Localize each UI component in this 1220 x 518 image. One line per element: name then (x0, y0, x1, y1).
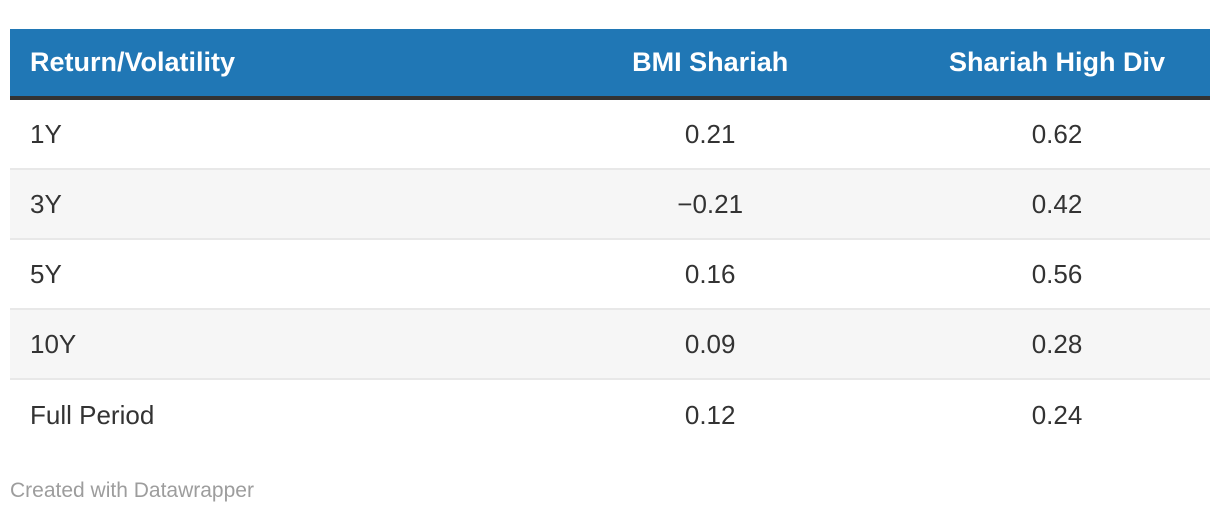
bmi-shariah-cell: 0.21 (516, 98, 904, 170)
col-header-bmi-shariah: BMI Shariah (516, 29, 904, 100)
period-cell: 3Y (10, 169, 517, 240)
col-header-return-volatility: Return/Volatility (10, 29, 517, 100)
period-cell: 1Y (10, 98, 517, 170)
shariah-high-div-cell: 0.56 (903, 239, 1210, 310)
shariah-high-div-cell: 0.24 (1031, 399, 1083, 430)
shariah-high-div-cell: 0.28 (903, 309, 1210, 380)
bmi-shariah-cell: 0.09 (516, 309, 904, 380)
datawrapper-attribution-link[interactable]: Created with Datawrapper (10, 479, 254, 502)
period-cell: Full Period (30, 399, 155, 430)
shariah-high-div-cell: 0.62 (903, 98, 1210, 170)
table-row-10y: 10Y 0.09 0.28 (10, 309, 1210, 380)
period-cell: 10Y (10, 309, 517, 380)
period-cell: 5Y (10, 239, 517, 310)
table-header-row: Return/Volatility BMI Shariah Shariah Hi… (10, 29, 1210, 100)
bmi-shariah-cell: −0.21 (516, 169, 904, 240)
table-row-full-period: Full Period 0.12 0.24 (10, 379, 1210, 450)
shariah-high-div-cell: 0.42 (903, 169, 1210, 240)
col-header-shariah-high-div: Shariah High Div (903, 29, 1210, 100)
table-row-5y: 5Y 0.16 0.56 (10, 239, 1210, 310)
datawrapper-table-page: Return/Volatility BMI Shariah Shariah Hi… (10, 29, 1210, 502)
return-volatility-table: Return/Volatility BMI Shariah Shariah Hi… (10, 29, 1210, 450)
bmi-shariah-cell: 0.12 (684, 399, 736, 430)
table-row-3y: 3Y −0.21 0.42 (10, 169, 1210, 240)
bmi-shariah-cell: 0.16 (516, 239, 904, 310)
table-row-1y: 1Y 0.21 0.62 (10, 98, 1210, 170)
